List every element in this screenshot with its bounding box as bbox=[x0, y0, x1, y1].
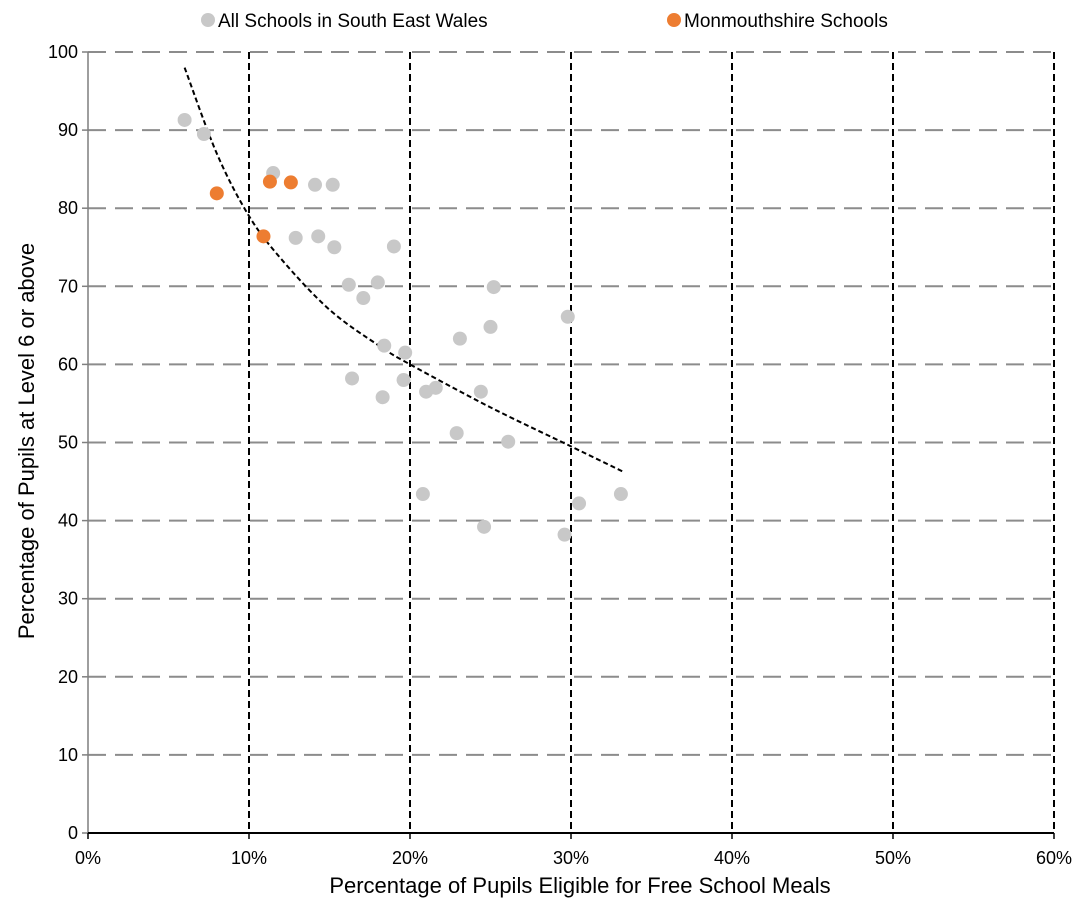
x-tick-label: 30% bbox=[553, 848, 589, 868]
trendline bbox=[183, 67, 623, 473]
south-east-wales-school-point bbox=[428, 380, 443, 395]
y-tick-label: 10 bbox=[58, 745, 78, 765]
south-east-wales-school-point bbox=[483, 319, 498, 334]
trendline-layer bbox=[183, 67, 623, 473]
monmouthshire-school-point bbox=[262, 174, 277, 189]
south-east-wales-school-point bbox=[473, 384, 488, 399]
south-east-wales-school-point bbox=[308, 177, 323, 192]
x-tick-label: 0% bbox=[75, 848, 101, 868]
south-east-wales-school-point bbox=[396, 373, 411, 388]
south-east-wales-school-point bbox=[557, 527, 572, 542]
y-tick-label: 70 bbox=[58, 276, 78, 296]
legend: All Schools in South East Wales Monmouths… bbox=[201, 11, 888, 32]
y-tick-label: 40 bbox=[58, 511, 78, 531]
x-tick-label: 60% bbox=[1036, 848, 1072, 868]
y-tick-label: 60 bbox=[58, 354, 78, 374]
south-east-wales-school-point bbox=[572, 496, 587, 511]
y-tick-label: 0 bbox=[68, 823, 78, 843]
x-tick-label: 20% bbox=[392, 848, 428, 868]
monmouthshire-school-point bbox=[256, 229, 271, 244]
y-tick-label: 50 bbox=[58, 433, 78, 453]
south-east-wales-school-point bbox=[613, 487, 628, 502]
axes bbox=[82, 51, 1055, 839]
south-east-wales-school-point bbox=[560, 309, 575, 324]
south-east-wales-school-point bbox=[377, 338, 392, 353]
south-east-wales-school-point bbox=[386, 239, 401, 254]
x-tick-label: 40% bbox=[714, 848, 750, 868]
data-points bbox=[177, 112, 628, 542]
south-east-wales-school-point bbox=[325, 177, 340, 192]
south-east-wales-school-point bbox=[477, 519, 492, 534]
south-east-wales-school-point bbox=[501, 434, 516, 449]
x-axis-title: Percentage of Pupils Eligible for Free S… bbox=[329, 873, 830, 898]
south-east-wales-school-point bbox=[341, 277, 356, 292]
south-east-wales-school-point bbox=[375, 390, 390, 405]
south-east-wales-school-point bbox=[486, 280, 501, 295]
south-east-wales-school-point bbox=[356, 291, 371, 306]
y-tick-label: 80 bbox=[58, 198, 78, 218]
y-tick-label: 30 bbox=[58, 589, 78, 609]
legend-label: Monmouthshire Schools bbox=[684, 11, 888, 32]
south-east-wales-school-point bbox=[311, 229, 326, 244]
south-east-wales-school-point bbox=[288, 230, 303, 245]
x-tick-label: 50% bbox=[875, 848, 911, 868]
legend-marker bbox=[201, 13, 215, 27]
south-east-wales-school-point bbox=[345, 371, 360, 386]
south-east-wales-school-point bbox=[327, 240, 342, 255]
monmouthshire-school-point bbox=[209, 186, 224, 201]
legend-marker bbox=[667, 13, 681, 27]
legend-label: All Schools in South East Wales bbox=[218, 11, 488, 32]
south-east-wales-school-point bbox=[177, 112, 192, 127]
x-tick-label: 10% bbox=[231, 848, 267, 868]
south-east-wales-school-point bbox=[196, 127, 211, 142]
y-tick-labels: 0 10 20 30 40 50 60 70 80 90 100 bbox=[48, 42, 78, 843]
south-east-wales-school-point bbox=[398, 345, 413, 360]
x-tick-labels: 0% 10% 20% 30% 40% 50% 60% bbox=[75, 848, 1072, 868]
monmouthshire-school-point bbox=[283, 175, 298, 190]
y-tick-label: 90 bbox=[58, 120, 78, 140]
vertical-gridlines bbox=[248, 52, 1055, 833]
south-east-wales-school-point bbox=[452, 331, 467, 346]
y-tick-label: 100 bbox=[48, 42, 78, 62]
y-axis-title: Percentage of Pupils at Level 6 or above bbox=[14, 243, 39, 639]
south-east-wales-school-point bbox=[449, 426, 464, 441]
south-east-wales-school-point bbox=[370, 275, 385, 290]
south-east-wales-school-point bbox=[415, 487, 430, 502]
y-tick-label: 20 bbox=[58, 667, 78, 687]
